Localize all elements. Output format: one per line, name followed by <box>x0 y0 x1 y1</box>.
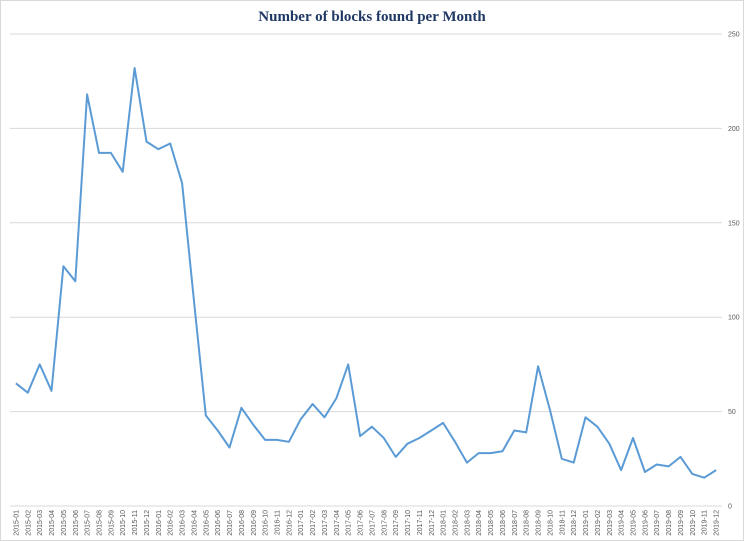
x-tick-label: 2016-08 <box>239 510 246 536</box>
x-tick-label: 2018-03 <box>464 510 471 536</box>
x-tick-label: 2019-05 <box>631 510 638 536</box>
x-tick-label: 2018-06 <box>500 510 507 536</box>
x-tick-label: 2019-06 <box>642 510 649 536</box>
x-tick-label: 2016-12 <box>286 510 293 536</box>
x-tick-label: 2017-01 <box>298 510 305 536</box>
x-tick-label: 2017-03 <box>322 510 329 536</box>
x-tick-label: 2016-09 <box>251 510 258 536</box>
x-tick-label: 2019-02 <box>595 510 602 536</box>
x-tick-label: 2015-10 <box>120 510 127 536</box>
x-tick-label: 2017-06 <box>358 510 365 536</box>
x-tick-label: 2016-05 <box>203 510 210 536</box>
x-tick-label: 2019-07 <box>654 510 661 536</box>
y-tick-label: 50 <box>728 409 736 416</box>
x-tick-label: 2017-04 <box>334 510 341 536</box>
x-tick-label: 2019-09 <box>678 510 685 536</box>
x-tick-label: 2017-11 <box>417 510 424 535</box>
x-tick-label: 2017-08 <box>381 510 388 536</box>
x-tick-label: 2015-02 <box>25 510 32 536</box>
x-tick-label: 2016-06 <box>215 510 222 536</box>
chart-title: Number of blocks found per Month <box>258 9 486 25</box>
x-tick-label: 2018-11 <box>559 510 566 535</box>
x-tick-label: 2019-01 <box>583 510 590 536</box>
x-tick-label: 2018-07 <box>512 510 519 536</box>
x-tick-label: 2017-02 <box>310 510 317 536</box>
x-tick-label: 2018-12 <box>571 510 578 536</box>
x-tick-label: 2019-12 <box>714 510 721 536</box>
data-line <box>15 67 717 479</box>
x-tick-label: 2015-08 <box>97 510 104 536</box>
x-tick-label: 2015-06 <box>73 510 80 536</box>
x-tick-label: 2017-12 <box>429 510 436 536</box>
x-tick-label: 2016-03 <box>180 510 187 536</box>
x-tick-label: 2016-11 <box>275 510 282 535</box>
x-tick-label: 2018-08 <box>524 510 531 536</box>
x-tick-label: 2016-10 <box>263 510 270 536</box>
x-tick-label: 2018-09 <box>536 510 543 536</box>
x-tick-label: 2017-07 <box>369 510 376 536</box>
x-tick-label: 2015-07 <box>85 510 92 536</box>
x-tick-label: 2016-04 <box>191 510 198 536</box>
x-tick-label: 2015-12 <box>144 510 151 536</box>
x-tick-label: 2015-03 <box>37 510 44 536</box>
x-tick-label: 2018-04 <box>476 510 483 536</box>
x-tick-label: 2019-03 <box>607 510 614 536</box>
x-tick-label: 2015-04 <box>49 510 56 536</box>
x-tick-label: 2015-05 <box>61 510 68 536</box>
x-tick-label: 2016-02 <box>168 510 175 536</box>
y-tick-label: 200 <box>728 126 740 133</box>
y-tick-label: 100 <box>728 315 740 322</box>
x-tick-label: 2016-07 <box>227 510 234 536</box>
y-tick-label: 250 <box>728 32 740 39</box>
x-tick-label: 2019-04 <box>619 510 626 536</box>
x-tick-label: 2018-10 <box>547 510 554 536</box>
x-tick-label: 2018-01 <box>441 510 448 536</box>
x-tick-label: 2019-10 <box>690 510 697 536</box>
x-tick-label: 2016-01 <box>156 510 163 536</box>
x-tick-label: 2018-02 <box>453 510 460 536</box>
x-tick-label: 2015-01 <box>13 510 20 536</box>
x-tick-label: 2017-09 <box>393 510 400 536</box>
x-tick-label: 2019-11 <box>702 510 709 535</box>
x-tick-label: 2015-09 <box>108 510 115 536</box>
x-tick-label: 2017-05 <box>346 510 353 536</box>
x-tick-label: 2019-08 <box>666 510 673 536</box>
x-tick-label: 2018-05 <box>488 510 495 536</box>
x-tick-label: 2015-11 <box>132 510 139 535</box>
x-tick-label: 2017-10 <box>405 510 412 536</box>
y-tick-label: 150 <box>728 220 740 227</box>
y-tick-label: 0 <box>728 504 732 511</box>
